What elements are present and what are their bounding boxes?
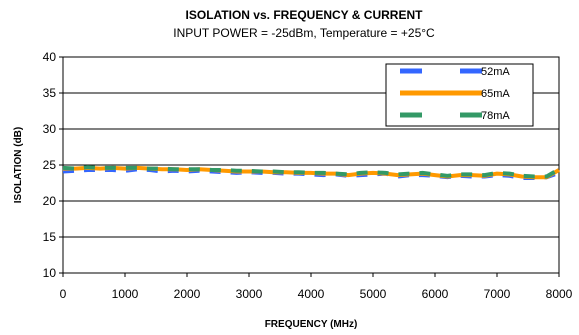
series-lines	[62, 165, 561, 180]
y-tick-label: 40	[43, 50, 57, 64]
x-tick-label: 8000	[546, 287, 573, 301]
x-tick-label: 0	[60, 287, 67, 301]
y-axis-label: ISOLATION (dB)	[13, 127, 24, 203]
chart-title: ISOLATION vs. FREQUENCY & CURRENT	[186, 8, 424, 22]
y-tick-labels: 10 15 20 25 30 35 40	[43, 50, 57, 280]
chart-subtitle: INPUT POWER = -25dBm, Temperature = +25°…	[173, 26, 435, 40]
x-tick-label: 5000	[360, 287, 387, 301]
y-tick-label: 25	[43, 158, 57, 172]
legend: 52mA 65mA 78mA	[385, 63, 534, 127]
x-tick-labels: 0 1000 2000 3000 4000 5000 6000 7000 8000	[60, 287, 573, 301]
x-tick-label: 3000	[236, 287, 263, 301]
y-tick-label: 15	[43, 230, 57, 244]
legend-label: 78mA	[481, 110, 510, 122]
y-tick-label: 30	[43, 122, 57, 136]
x-axis-label: FREQUENCY (MHz)	[265, 319, 358, 330]
x-tick-label: 1000	[112, 287, 139, 301]
x-tick-label: 7000	[484, 287, 511, 301]
x-tick-label: 2000	[174, 287, 201, 301]
y-tick-label: 35	[43, 86, 57, 100]
y-tick-label: 10	[43, 266, 57, 280]
legend-label: 52mA	[481, 66, 510, 78]
x-tick-label: 4000	[298, 287, 325, 301]
gridlines	[59, 56, 560, 277]
legend-items: 52mA 65mA 78mA	[400, 66, 510, 122]
y-tick-label: 20	[43, 194, 57, 208]
series-line-65mA	[63, 165, 561, 180]
legend-label: 65mA	[481, 88, 510, 100]
x-tick-label: 6000	[422, 287, 449, 301]
